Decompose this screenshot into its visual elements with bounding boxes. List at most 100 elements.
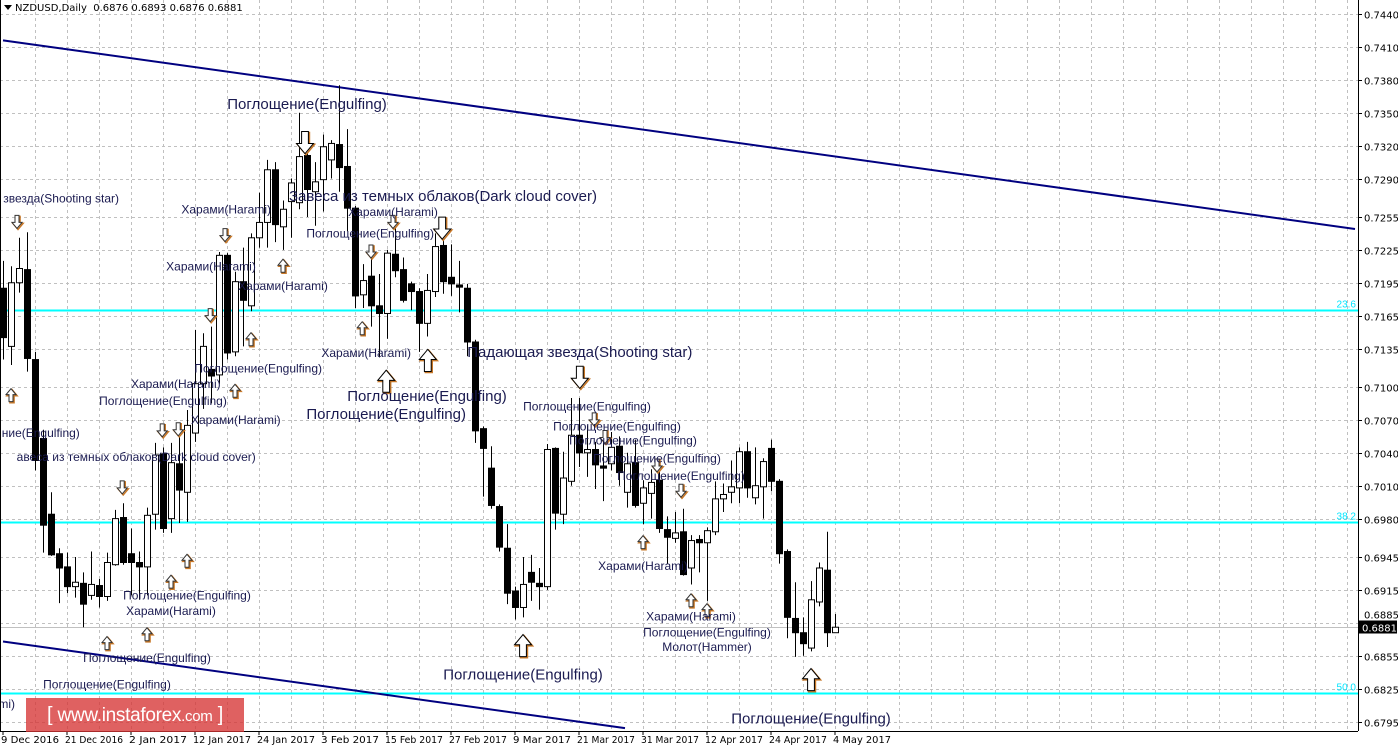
arrow-shape — [100, 635, 114, 651]
y-tick-label: 0.7290 — [1364, 176, 1398, 187]
candle — [104, 552, 111, 601]
y-tick-label: 0.6825 — [1364, 686, 1398, 697]
y-tick-label: 0.7255 — [1364, 214, 1398, 225]
arrow-down-icon — [295, 131, 317, 156]
candle-body-bear — [664, 529, 671, 538]
arrow-shape — [10, 214, 24, 230]
candle-body-bull — [424, 289, 431, 324]
candle — [24, 232, 31, 372]
candle-body-bear — [32, 359, 39, 461]
candle-body-bear — [448, 276, 455, 285]
candle — [416, 288, 423, 352]
arrow-down-icon — [218, 228, 233, 244]
candle-body-bull — [752, 485, 759, 499]
candle — [760, 458, 767, 519]
candle — [656, 469, 663, 533]
candle — [224, 253, 231, 360]
arrow-down-icon — [650, 458, 665, 475]
candle — [776, 479, 783, 564]
candle — [48, 492, 55, 556]
ohlc-readout: 0.6876 0.6893 0.6876 0.6881 — [93, 3, 243, 14]
pattern-label: звезда(Shooting star) — [3, 191, 119, 205]
x-tick-label: 2 Jan 2017 — [129, 735, 187, 746]
arrow-down-icon — [156, 423, 170, 440]
candle-body-bear — [392, 253, 399, 272]
y-tick-label: 0.6855 — [1364, 653, 1398, 664]
candle-body-bear — [208, 368, 215, 377]
candle — [728, 460, 735, 504]
candle-body-bull — [152, 454, 159, 515]
candle-body-bear — [368, 275, 375, 307]
candle — [576, 397, 583, 468]
pattern-label: Поглощение(Engulfing) — [593, 451, 721, 465]
candle-body-bull — [672, 532, 679, 539]
candle-body-bull — [248, 237, 255, 307]
candle — [120, 503, 127, 565]
candle-body-bull — [432, 246, 439, 293]
candle — [496, 504, 503, 552]
pattern-label: Харами(Harami) — [598, 559, 688, 573]
candle — [480, 426, 487, 497]
x-tick-label: 12 Apr 2017 — [705, 735, 763, 746]
arrow-shape — [244, 331, 258, 347]
candle-body-bull — [16, 268, 23, 284]
candle — [384, 249, 391, 339]
candle — [648, 469, 655, 519]
candle — [688, 535, 695, 585]
arrow-down-icon — [386, 214, 401, 231]
y-tick-label: 0.7100 — [1364, 384, 1398, 395]
candle — [160, 447, 167, 533]
grid — [0, 0, 1358, 731]
arrow-shape — [180, 553, 194, 568]
candle — [536, 567, 543, 610]
pattern-label: Поглощение(Engulfing) — [99, 394, 227, 408]
candle-body-bull — [640, 487, 647, 504]
arrow-shape — [801, 667, 821, 692]
candle-body-bear — [352, 207, 359, 297]
arrow-up-icon — [513, 633, 535, 659]
candle — [464, 283, 471, 357]
arrow-shape — [204, 308, 217, 323]
candle — [272, 162, 279, 243]
arrow-up-icon — [276, 258, 291, 275]
candle — [800, 617, 807, 656]
candle-body-bull — [728, 486, 735, 493]
trendline — [2, 39, 1356, 231]
arrow-down-icon — [364, 244, 379, 261]
candle — [784, 549, 791, 639]
pattern-label: Завеса из темных облаков(Dark cloud cove… — [289, 188, 597, 205]
candle — [368, 249, 375, 327]
candle — [56, 548, 63, 604]
y-tick-label: 0.7040 — [1364, 450, 1398, 461]
pattern-label: Харами(Harami) — [238, 279, 328, 293]
arrow-shape — [156, 423, 169, 438]
candle — [352, 205, 359, 308]
candle-body-bull — [264, 169, 271, 223]
candle — [832, 614, 839, 634]
trendline — [2, 640, 626, 730]
candle-body-bull — [384, 252, 391, 314]
candle — [736, 447, 743, 504]
y-tick-label: 0.7010 — [1364, 483, 1398, 494]
candle-body-bull — [288, 182, 295, 203]
x-tick-label: 21 Mar 2017 — [577, 735, 635, 746]
current-price-label: 0.6881 — [1362, 624, 1397, 635]
arrow-shape — [418, 348, 438, 372]
arrow-down-icon — [10, 214, 25, 231]
pattern-label: ние(Engulfing) — [2, 426, 80, 440]
candle-body-bear — [24, 269, 31, 359]
pattern-label: Поглощение(Engulfing) — [617, 469, 745, 483]
arrow-shape — [116, 480, 129, 495]
candle-body-bear — [776, 480, 783, 555]
candle-body-bull — [216, 254, 223, 376]
arrow-up-icon — [700, 602, 715, 619]
arrow-shape — [218, 228, 232, 243]
arrow-shape — [228, 383, 242, 398]
candle-body-bear — [240, 281, 247, 301]
candle — [200, 333, 207, 409]
x-tick-label: 21 Dec 2016 — [65, 735, 123, 746]
trendlines — [2, 39, 1356, 730]
dropdown-triangle-icon[interactable] — [4, 5, 12, 10]
candle — [40, 429, 47, 553]
